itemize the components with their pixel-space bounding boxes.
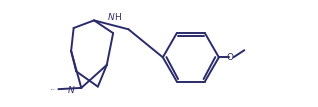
Text: methyl: methyl bbox=[56, 90, 61, 91]
Text: N: N bbox=[68, 86, 75, 95]
Text: methyl: methyl bbox=[51, 91, 56, 92]
Text: methyl: methyl bbox=[51, 89, 56, 90]
Text: N: N bbox=[107, 13, 114, 22]
Text: H: H bbox=[114, 13, 121, 22]
Text: O: O bbox=[227, 53, 234, 62]
Text: methyl: methyl bbox=[51, 87, 56, 88]
